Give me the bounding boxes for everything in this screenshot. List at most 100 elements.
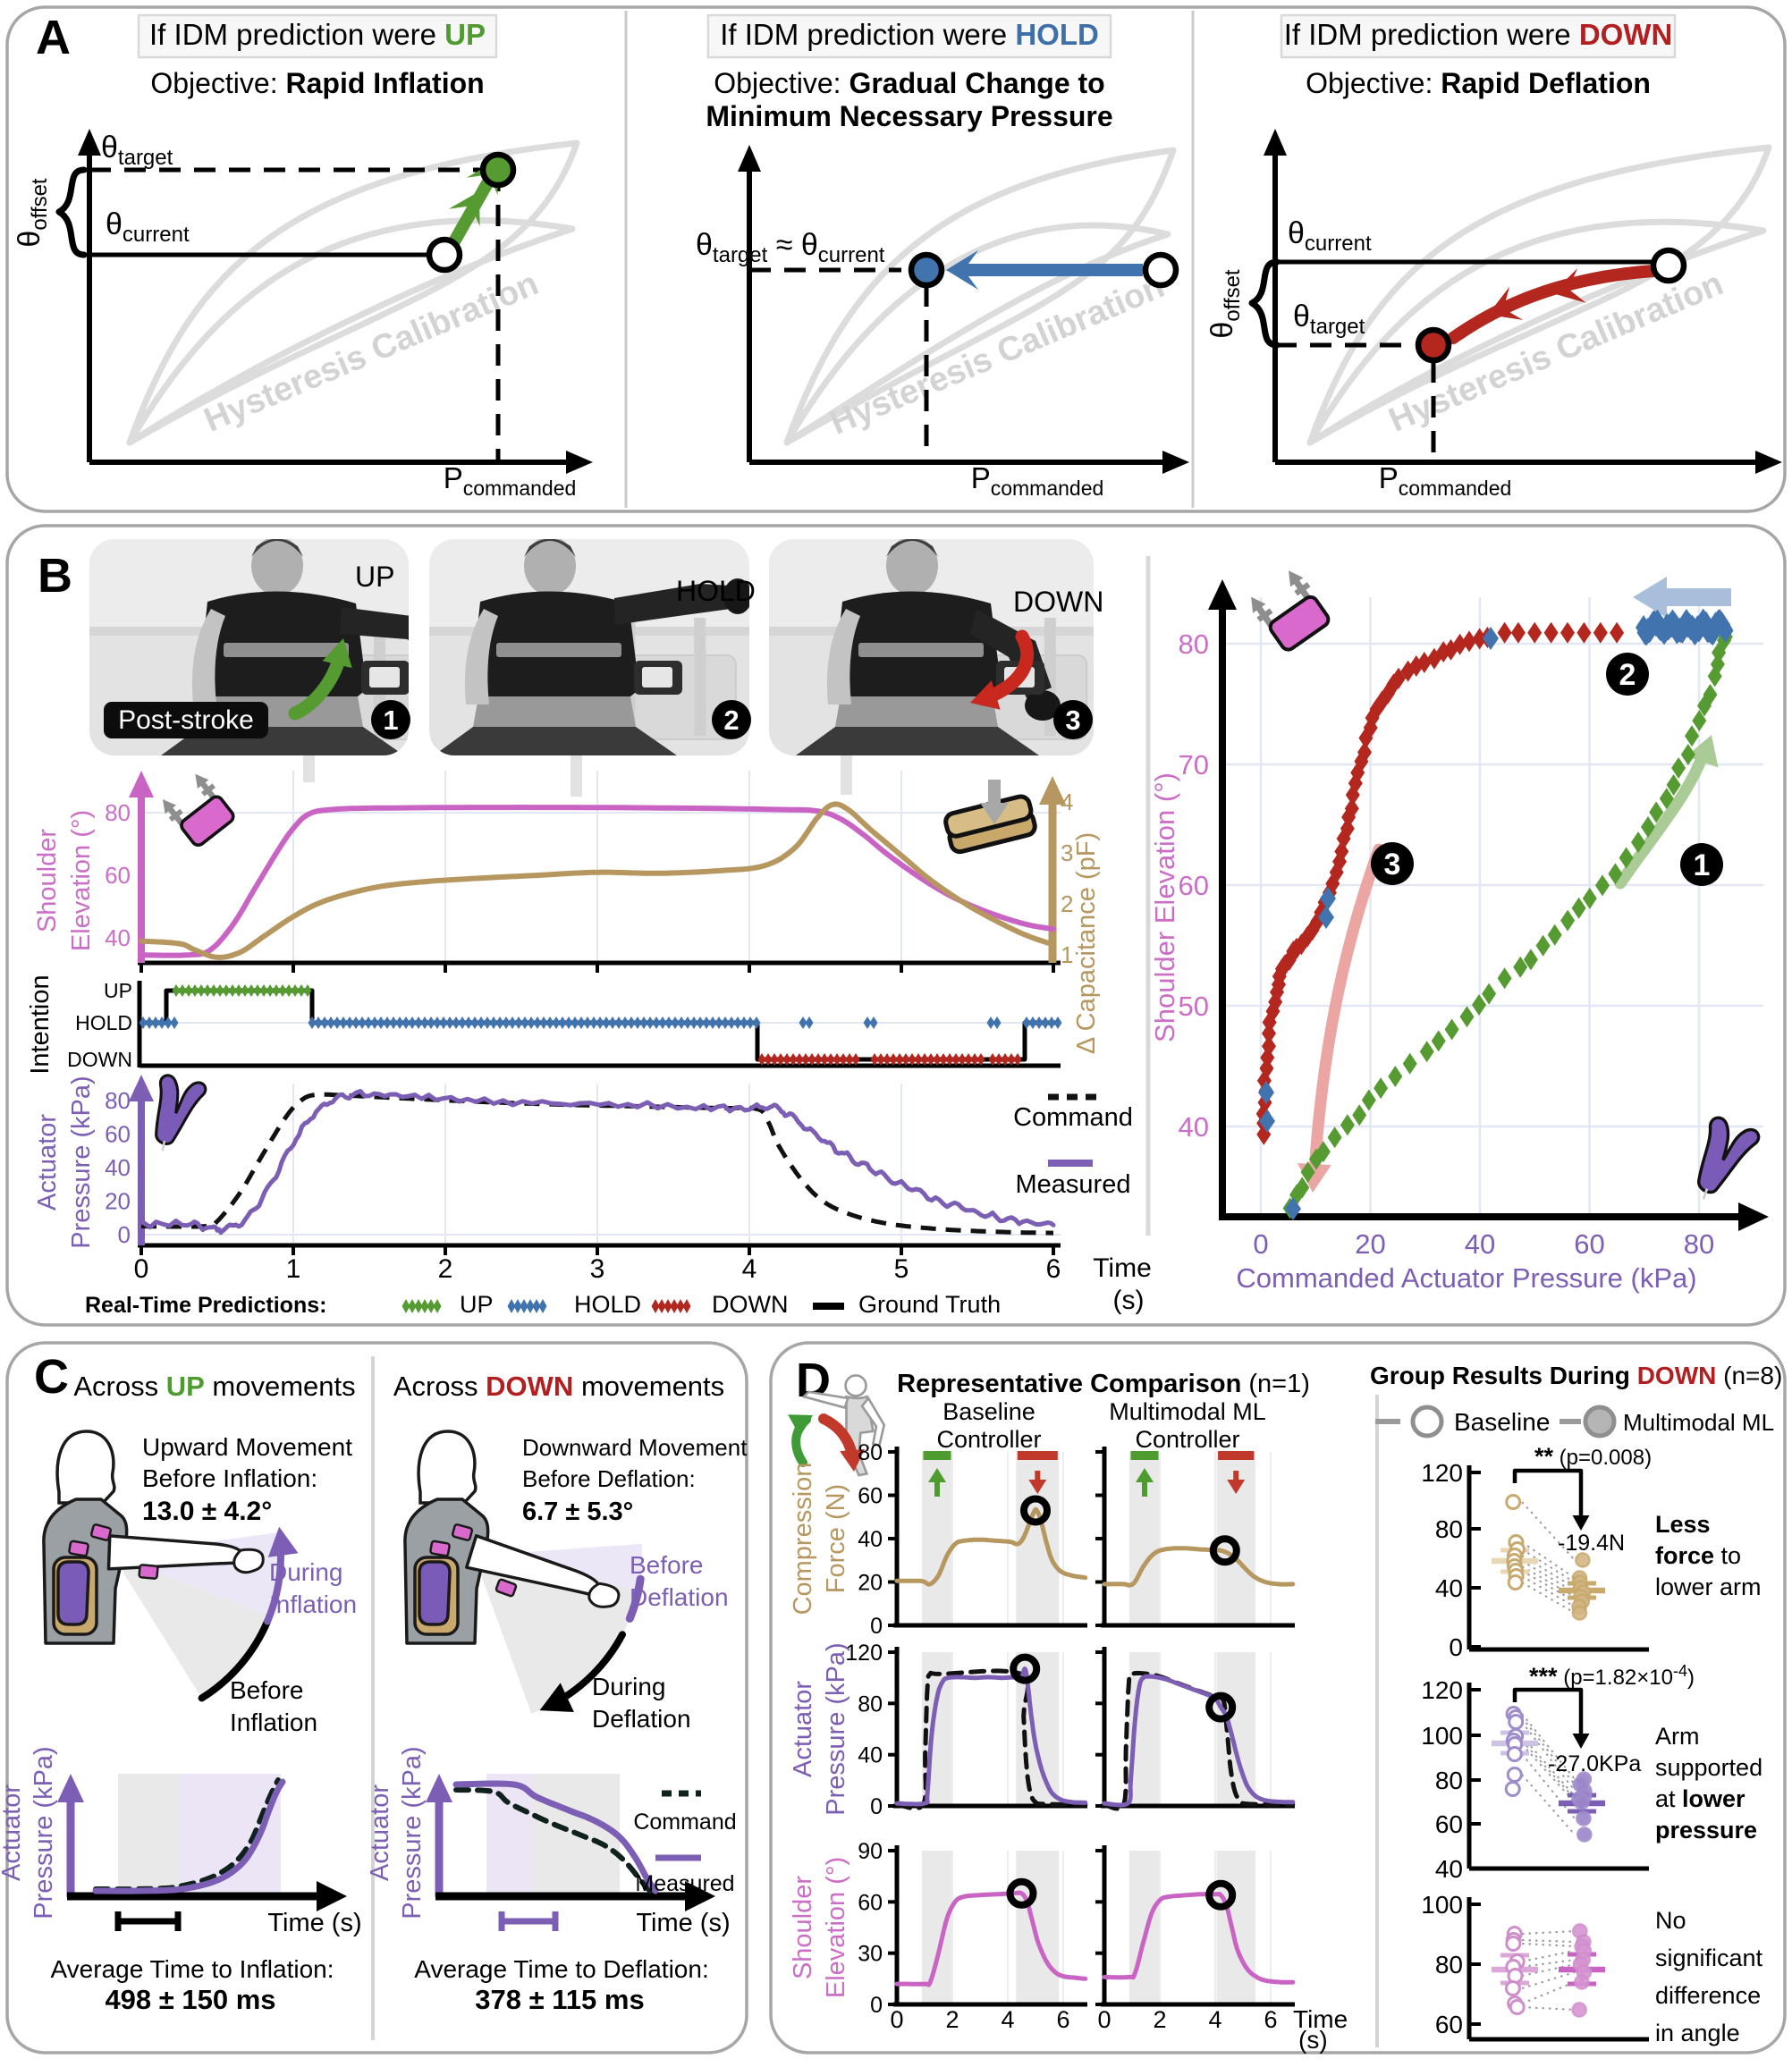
svg-text:40: 40 [1435, 1574, 1463, 1602]
svg-text:B: B [38, 549, 72, 603]
svg-text:2: 2 [1619, 658, 1636, 692]
svg-text:0: 0 [1253, 1228, 1268, 1260]
svg-text:20: 20 [105, 1188, 131, 1215]
svg-text:100: 100 [1421, 1722, 1463, 1750]
svg-text:C: C [34, 1350, 69, 1404]
svg-text:0: 0 [1097, 2006, 1111, 2033]
svg-text:Compression: Compression [789, 1463, 817, 1616]
svg-text:Pressure (kPa): Pressure (kPa) [398, 1746, 427, 1919]
svg-text:in angle: in angle [1655, 2020, 1740, 2046]
svg-text:Deflation: Deflation [592, 1705, 691, 1733]
svg-text:3: 3 [590, 1254, 605, 1284]
svg-text:Commanded Actuator Pressure (k: Commanded Actuator Pressure (kPa) [1236, 1262, 1696, 1294]
svg-text:4: 4 [1208, 2006, 1221, 2033]
svg-text:at lower: at lower [1655, 1785, 1746, 1812]
svg-text:Representative Comparison (n=1: Representative Comparison (n=1) [897, 1370, 1310, 1398]
svg-text:6: 6 [1264, 2006, 1277, 2033]
svg-text:Real-Time Predictions:: Real-Time Predictions: [85, 1293, 326, 1318]
svg-text:80: 80 [1179, 629, 1209, 660]
svg-text:Time: Time [1093, 1253, 1152, 1283]
svg-text:Arm: Arm [1655, 1723, 1700, 1750]
svg-text:Pcommanded: Pcommanded [444, 461, 577, 500]
svg-text:60: 60 [858, 1890, 883, 1915]
svg-text:2: 2 [438, 1254, 453, 1284]
svg-text:0: 0 [870, 1794, 883, 1819]
svg-text:DOWN: DOWN [1013, 586, 1103, 618]
svg-text:80: 80 [1435, 1951, 1463, 1978]
svg-text:Baseline: Baseline [1454, 1408, 1550, 1436]
svg-text:Before Inflation:: Before Inflation: [142, 1464, 317, 1492]
svg-text:Controller: Controller [936, 1426, 1041, 1453]
svg-text:UP: UP [460, 1291, 494, 1318]
svg-text:Across DOWN movements: Across DOWN movements [393, 1371, 724, 1402]
svg-text:50: 50 [1179, 991, 1209, 1022]
svg-text:Actuator: Actuator [366, 1784, 394, 1881]
svg-text:4: 4 [742, 1254, 757, 1284]
svg-text:Pressure (kPa): Pressure (kPa) [30, 1746, 58, 1919]
svg-text:force to: force to [1655, 1542, 1741, 1569]
svg-text:40: 40 [1435, 1855, 1463, 1883]
svg-text:0: 0 [890, 2006, 903, 2033]
svg-text:-19.4N: -19.4N [1558, 1531, 1625, 1556]
svg-text:Force (N): Force (N) [822, 1484, 850, 1593]
svg-text:During: During [592, 1673, 665, 1700]
svg-text:Multimodal ML: Multimodal ML [1623, 1409, 1774, 1436]
svg-text:80: 80 [105, 799, 131, 826]
svg-text:(s): (s) [1298, 2026, 1328, 2054]
svg-text:If IDM prediction were UP: If IDM prediction were UP [149, 18, 486, 51]
svg-text:70: 70 [1179, 749, 1209, 780]
svg-text:40: 40 [1465, 1228, 1495, 1260]
svg-text:Measured: Measured [635, 1871, 734, 1896]
svg-text:If IDM prediction were HOLD: If IDM prediction were HOLD [720, 18, 1099, 51]
svg-text:80: 80 [858, 1692, 883, 1717]
svg-text:60: 60 [105, 862, 131, 889]
svg-text:Time (s): Time (s) [267, 1909, 361, 1937]
svg-text:Time (s): Time (s) [636, 1909, 730, 1937]
svg-text:Intention: Intention [26, 974, 55, 1074]
svg-text:Before Deflation:: Before Deflation: [522, 1465, 696, 1492]
svg-text:HOLD: HOLD [574, 1291, 641, 1318]
svg-text:During: During [269, 1558, 342, 1586]
svg-text:Minimum Necessary Pressure: Minimum Necessary Pressure [706, 100, 1112, 132]
svg-text:60: 60 [858, 1484, 883, 1509]
svg-text:6.7 ± 5.3°: 6.7 ± 5.3° [522, 1498, 633, 1526]
svg-text:Δ Capacitance (pF): Δ Capacitance (pF) [1072, 832, 1101, 1054]
svg-text:120: 120 [1421, 1676, 1463, 1704]
svg-text:UP: UP [355, 561, 394, 593]
svg-text:3: 3 [1384, 848, 1401, 882]
svg-text:120: 120 [1421, 1459, 1463, 1487]
svg-text:40: 40 [105, 1154, 131, 1181]
svg-text:0: 0 [1449, 1633, 1463, 1661]
svg-text:A: A [36, 11, 71, 64]
svg-text:supported: supported [1655, 1754, 1762, 1781]
svg-text:0: 0 [870, 1993, 883, 2018]
svg-text:HOLD: HOLD [75, 1011, 132, 1034]
svg-text:Pressure (kPa): Pressure (kPa) [67, 1076, 96, 1248]
svg-text:DOWN: DOWN [67, 1048, 132, 1071]
svg-text:60: 60 [105, 1121, 131, 1148]
svg-text:20: 20 [1355, 1228, 1385, 1260]
svg-text:40: 40 [858, 1743, 883, 1768]
svg-text:498 ± 150 ms: 498 ± 150 ms [105, 1984, 275, 2015]
svg-text:90: 90 [858, 1839, 883, 1864]
svg-text:Inflation: Inflation [269, 1590, 357, 1618]
svg-text:Command: Command [633, 1810, 736, 1835]
svg-text:80: 80 [1435, 1515, 1463, 1543]
svg-text:100: 100 [1421, 1891, 1463, 1919]
svg-text:2: 2 [1153, 2006, 1166, 2033]
svg-text:Shoulder Elevation (°): Shoulder Elevation (°) [1149, 772, 1180, 1042]
svg-text:DOWN: DOWN [712, 1291, 788, 1318]
svg-text:4: 4 [1061, 789, 1073, 815]
svg-text:378 ± 115 ms: 378 ± 115 ms [475, 1984, 644, 2015]
svg-text:20: 20 [858, 1571, 883, 1596]
svg-text:Downward Movement: Downward Movement [522, 1434, 748, 1461]
svg-text:80: 80 [105, 1087, 131, 1114]
svg-text:*** (p=1.82×10-4): *** (p=1.82×10-4) [1529, 1662, 1695, 1690]
svg-text:Multimodal ML: Multimodal ML [1109, 1398, 1266, 1425]
svg-text:80: 80 [858, 1440, 883, 1465]
svg-text:2: 2 [945, 2006, 959, 2033]
svg-text:Measured: Measured [1016, 1170, 1131, 1199]
svg-text:Elevation (°): Elevation (°) [822, 1857, 850, 1998]
svg-text:difference: difference [1655, 1982, 1761, 2009]
svg-text:Actuator: Actuator [789, 1681, 817, 1777]
